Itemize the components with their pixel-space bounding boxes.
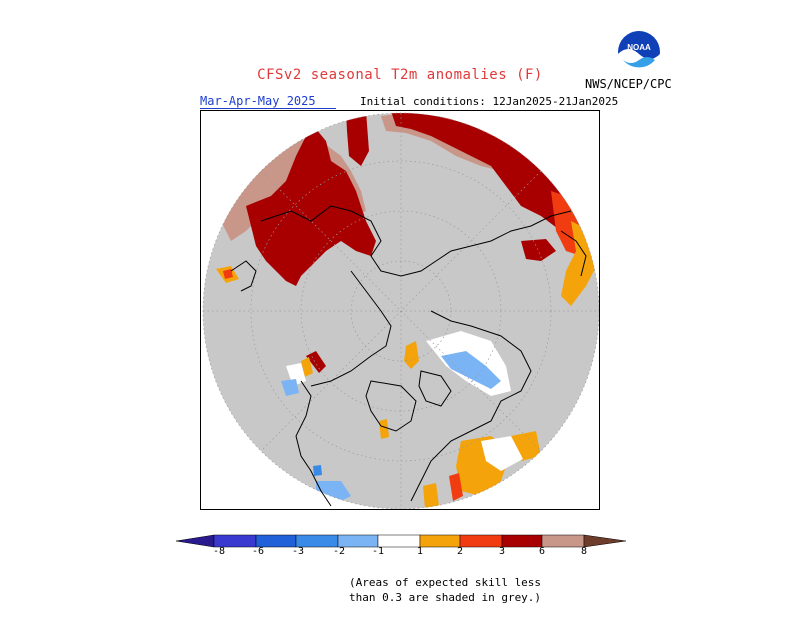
polar-map <box>200 110 600 510</box>
initial-conditions-label: Initial conditions: 12Jan2025-21Jan2025 <box>360 95 619 108</box>
colorbar-tick-label: -3 <box>291 546 305 557</box>
skill-note: (Areas of expected skill less than 0.3 a… <box>349 575 541 605</box>
noaa-logo-text: NOAA <box>627 43 651 52</box>
polar-map-svg <box>202 112 599 509</box>
anomaly-westeurope-2to3 <box>223 269 233 279</box>
anomaly-alaska-mixed <box>306 351 326 373</box>
colorbar-tick-label: -1 <box>371 546 385 557</box>
colorbar-lt-8 <box>176 534 215 548</box>
colorbar-gt-8 <box>583 534 627 548</box>
colorbar-tick-label: 1 <box>416 546 424 557</box>
colorbar-6-8 <box>541 534 585 548</box>
colorbar <box>176 534 627 548</box>
colorbar-tick-label: -8 <box>212 546 226 557</box>
colorbar-1-2 <box>419 534 461 548</box>
skill-note-line1: (Areas of expected skill less <box>349 576 542 589</box>
anomaly-us-south-2to3 <box>449 473 463 501</box>
anomaly-hudson-1to2 <box>404 341 419 369</box>
colorbar-3-6 <box>501 534 543 548</box>
noaa-logo: NOAA <box>618 31 660 74</box>
colorbar-tick-label: 2 <box>456 546 464 557</box>
colorbar-tick-label: 8 <box>580 546 588 557</box>
map-title: CFSv2 seasonal T2m anomalies (F) <box>257 67 543 83</box>
season-label: Mar-Apr-May 2025 <box>200 94 316 108</box>
coastlines <box>230 205 587 507</box>
skill-note-line2: than 0.3 are shaded in grey.) <box>349 591 542 604</box>
anomaly-us-west-1to2 <box>423 483 439 509</box>
anomaly-canada-cool <box>441 351 501 389</box>
colorbar-2-3 <box>459 534 503 548</box>
anomaly-japan-3to6 <box>521 239 556 261</box>
agency-label: NWS/NCEP/CPC <box>585 77 672 91</box>
colorbar-tick-label: 6 <box>538 546 546 557</box>
colorbar-neutral <box>377 534 421 548</box>
colorbar-tick-label: 3 <box>498 546 506 557</box>
anomaly-pacific-cool <box>281 379 299 396</box>
anomaly-siberia-3to6 <box>246 129 376 286</box>
anomaly-alaska-1to2 <box>301 357 313 377</box>
anomaly-us-east-white <box>481 436 523 471</box>
anomaly-atlantic-1to2 <box>379 419 389 439</box>
graticule <box>202 112 599 509</box>
colorbar-tick-label: -2 <box>332 546 346 557</box>
season-underline <box>200 108 336 109</box>
colorbar-tick-label: -6 <box>251 546 265 557</box>
anomaly-siberia-col-3to6 <box>346 113 369 166</box>
anomaly-pacific-small-cool <box>313 465 322 476</box>
